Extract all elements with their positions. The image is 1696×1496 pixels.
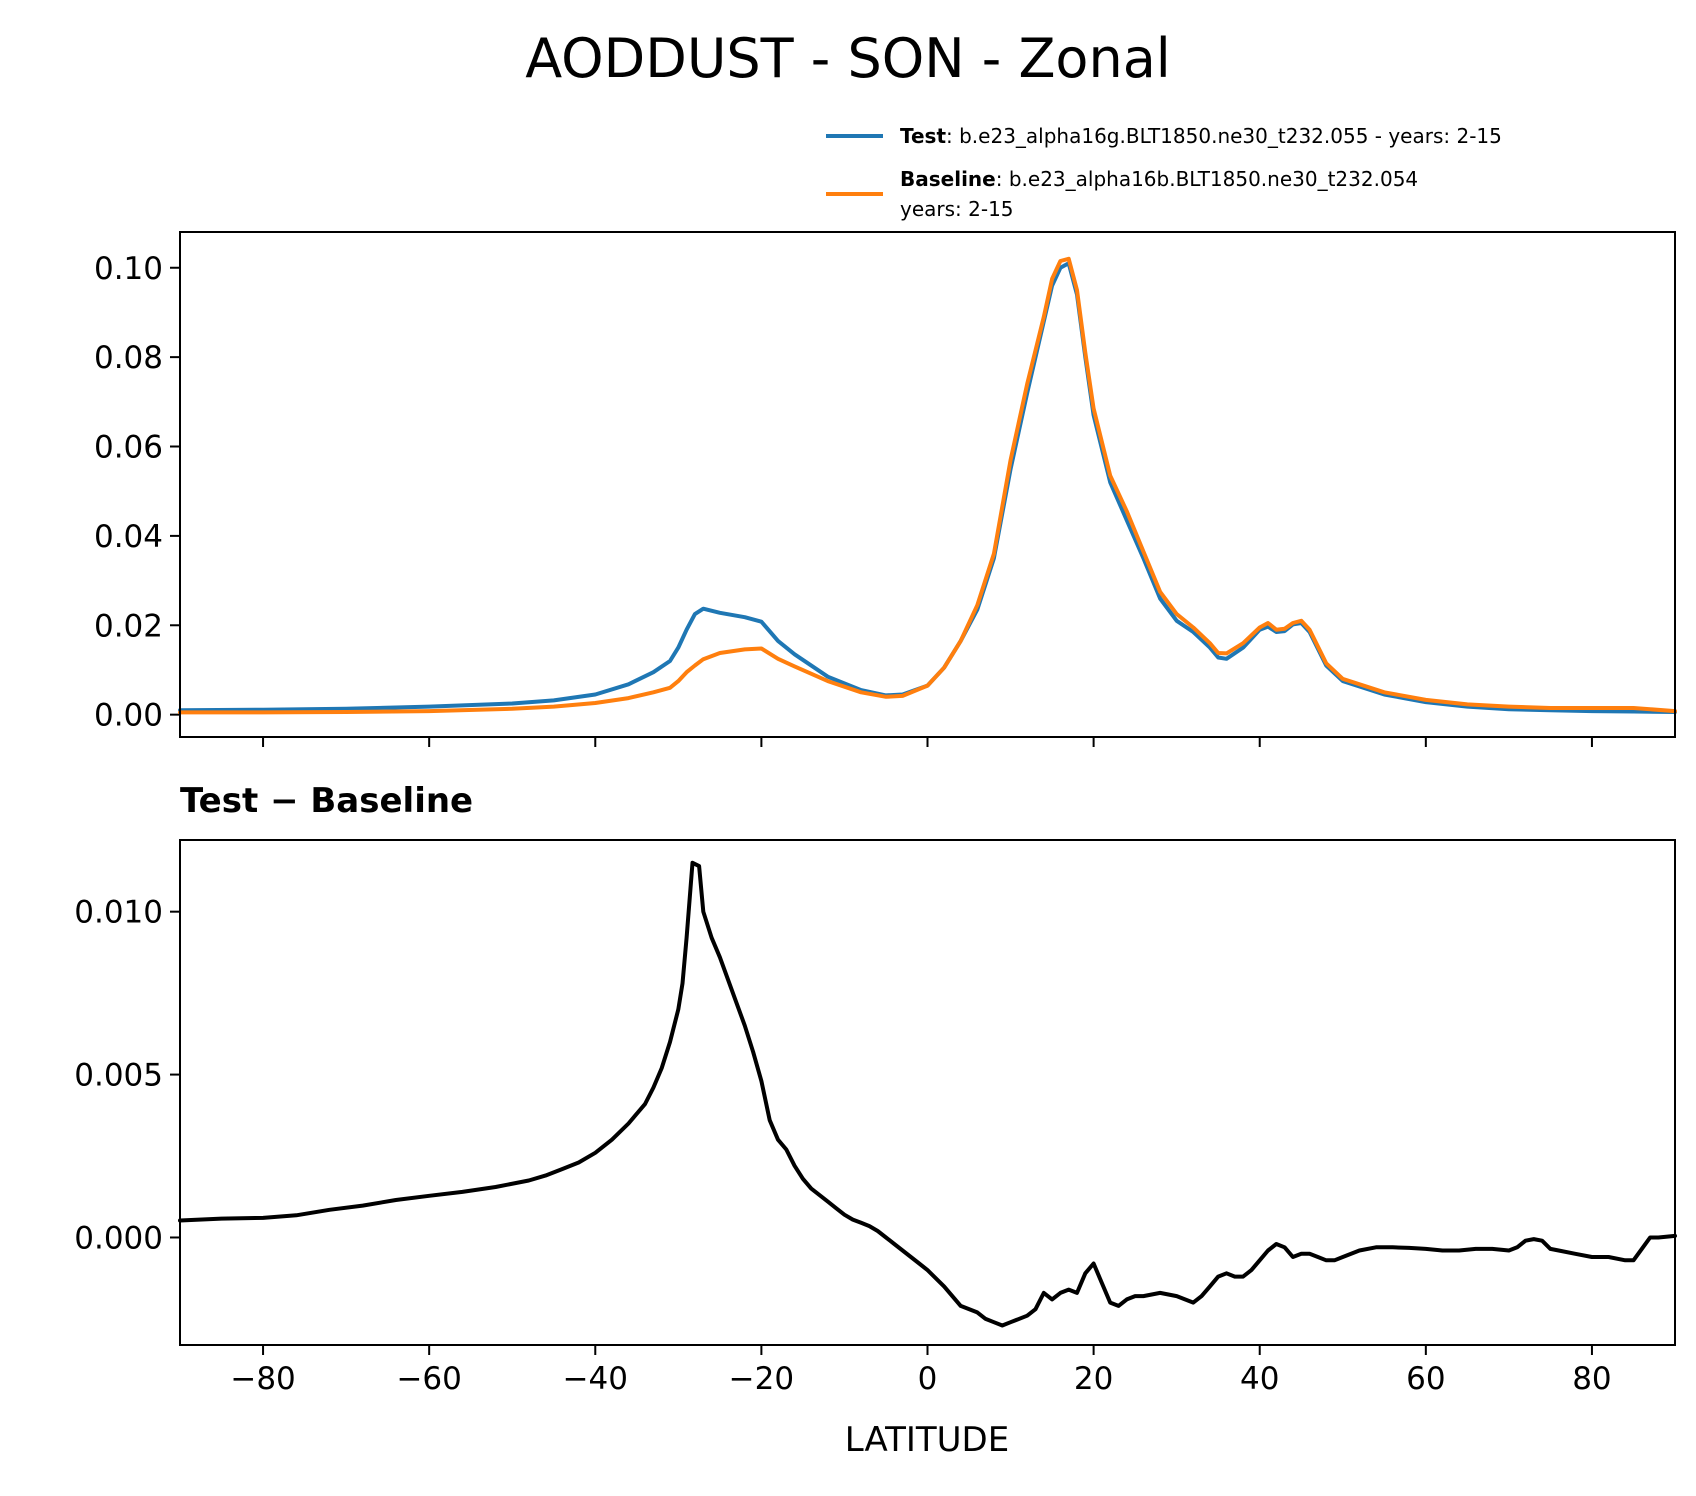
legend-desc-test: : b.e23_alpha16g.BLT1850.ne30_t232.055 -… [946, 124, 1502, 148]
bottom-xtick-label: 60 [1406, 1361, 1445, 1397]
top-ytick-label: 0.06 [94, 430, 163, 466]
bottom-axes-frame [179, 839, 1676, 1346]
figure-title: AODDUST - SON - Zonal [525, 27, 1171, 90]
bottom-panel-title: Test − Baseline [180, 781, 473, 821]
bottom-xtick-label: −20 [729, 1361, 794, 1397]
bottom-xtick-label: 20 [1074, 1361, 1113, 1397]
top-ytick-label: 0.00 [94, 698, 163, 734]
bottom-xtick-label: −40 [563, 1361, 628, 1397]
panel-bottom: −80 −60 −40 −20 0 20 40 60 80 0.000 0.005 0.010 [74, 839, 1677, 1397]
top-ytick-label: 0.02 [94, 608, 163, 644]
x-axis-label: LATITUDE [845, 1420, 1009, 1460]
bottom-xtick-label: 0 [918, 1361, 938, 1397]
legend-desc-baseline: : b.e23_alpha16b.BLT1850.ne30_t232.054 [996, 167, 1418, 191]
bottom-xtick-label: −60 [396, 1361, 461, 1397]
bottom-ytick-label: 0.010 [74, 895, 163, 931]
legend-name-test: Test [900, 124, 946, 148]
bottom-xtick-label: 40 [1240, 1361, 1279, 1397]
bottom-axis-ticks: −80 −60 −40 −20 0 20 40 60 80 0.000 0.005 0.010 [74, 895, 1611, 1397]
legend-name-baseline: Baseline [900, 167, 996, 191]
top-series-lines [178, 256, 1677, 715]
legend-label-baseline: Baseline: b.e23_alpha16b.BLT1850.ne30_t2… [900, 167, 1418, 191]
top-series-baseline [178, 256, 1677, 715]
top-ytick-label: 0.10 [94, 251, 163, 287]
bottom-xtick-label: 80 [1572, 1361, 1611, 1397]
top-ytick-label: 0.04 [94, 519, 163, 555]
panel-top: 0.00 0.02 0.04 0.06 0.08 0.10 [94, 231, 1677, 747]
legend: Test: b.e23_alpha16g.BLT1850.ne30_t232.0… [826, 124, 1502, 221]
legend-label-baseline-years: years: 2-15 [900, 197, 1014, 221]
bottom-ytick-label: 0.000 [74, 1220, 163, 1256]
legend-label-test: Test: b.e23_alpha16g.BLT1850.ne30_t232.0… [900, 124, 1502, 148]
bottom-xtick-label: −80 [230, 1361, 295, 1397]
bottom-series-lines [178, 860, 1677, 1328]
top-ytick-label: 0.08 [94, 340, 163, 376]
top-axes-frame [179, 231, 1676, 738]
top-axis-ticks: 0.00 0.02 0.04 0.06 0.08 0.10 [94, 251, 1593, 747]
bottom-series-test-baseline [178, 860, 1677, 1328]
bottom-ytick-label: 0.005 [74, 1058, 163, 1094]
